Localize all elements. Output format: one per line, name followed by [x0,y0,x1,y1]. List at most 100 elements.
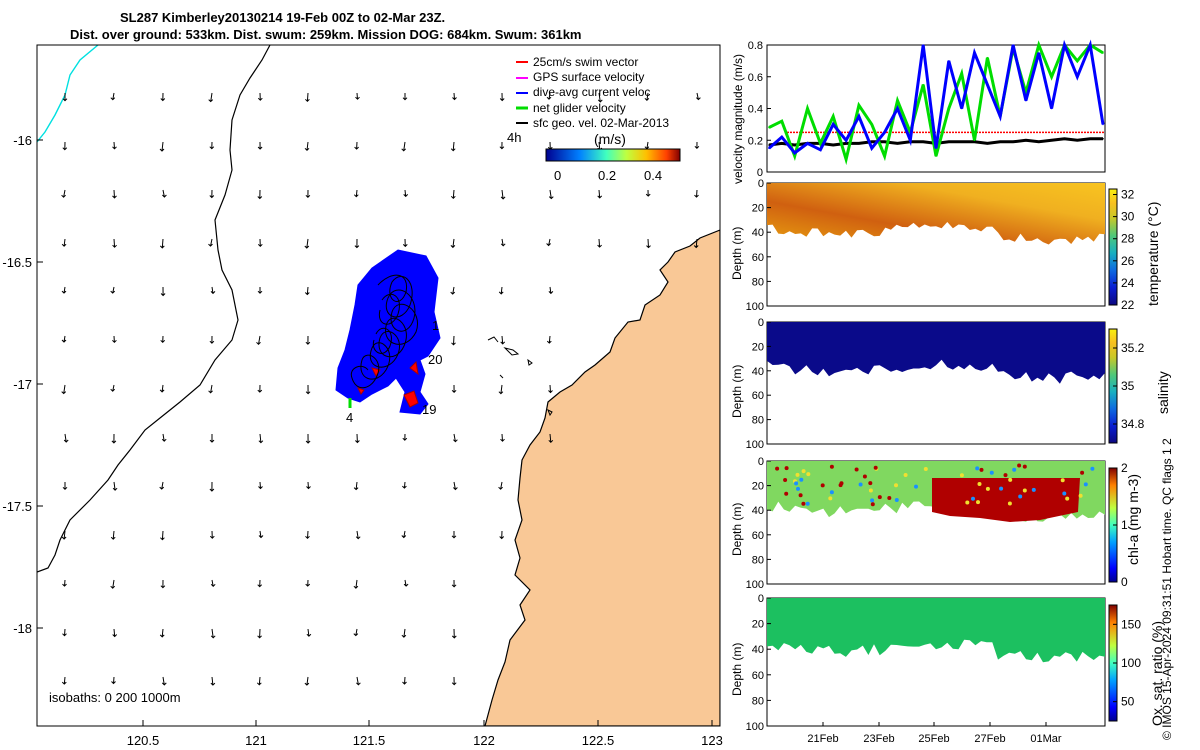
legend-label: GPS surface velocity [533,70,644,84]
velocity-point [1012,44,1014,46]
sfc-velocity-arrow [451,676,457,686]
track-label-19: 19 [422,402,436,417]
sfc-velocity-arrow [498,286,504,295]
sfc-velocity-arrow [304,286,310,296]
chla-dot [1090,466,1095,471]
velocity-y-tick-label: 0.6 [748,72,763,84]
chla-dot [868,488,873,493]
salinity-panel: 0 20 40 60 80 100 34.8 35 35.2 Depth (m) salini… [730,317,1171,451]
sfc-velocity-arrow [450,189,456,200]
velocity-point [909,139,912,142]
sfc-velocity-arrow [356,676,361,686]
sfc-velocity-arrow [548,189,554,200]
temperature-colorbar-tick-label: 24 [1121,276,1135,290]
sfc-velocity-arrow [401,141,407,152]
legend-item-dive-avg: dive-avg current veloc [516,85,650,99]
chla-colorbar-tick-label: 1 [1121,518,1128,532]
chla-dot [1078,493,1083,498]
legend-label: 25cm/s swim vector [533,55,638,69]
sfc-velocity-arrow [62,141,68,151]
sfc-velocity-arrow [257,628,262,639]
sfc-velocity-arrow [61,238,67,247]
velocity-point [922,44,924,46]
sfc-velocity-arrow [451,335,456,346]
sfc-geo-velocity-arrows [61,92,701,686]
temperature-panel: 0 20 40 60 80 100 22 24 26 28 30 32 Depth (m) temp… [730,178,1161,313]
chart-title-line1: SL287 Kimberley20130214 19-Feb 00Z to 02… [120,10,446,25]
chla-panel: 0 20 40 60 80 100 0 1 2 Depth (m) chl-a (mg m-3… [730,456,1141,591]
chla-dot [829,464,834,469]
chla-dot [1022,464,1027,469]
chla-dot [798,493,803,498]
chla-dot [923,467,928,471]
oxygen-depth-tick-label: 0 [758,593,764,605]
chla-dot [805,501,810,506]
velocity-point [922,141,924,143]
oxygen-ylabel: Depth (m) [730,643,744,696]
chla-dot [1017,463,1022,468]
velocity-point [793,144,796,146]
velocity-point [832,144,834,146]
chla-dot [801,501,806,506]
velocity-point [960,141,963,143]
temperature-ylabel: Depth (m) [730,227,744,280]
sfc-velocity-arrow [257,579,263,588]
oxygen-depth-ticks: 0 20 40 60 80 100 [746,593,771,733]
sfc-velocity-arrow [210,286,216,295]
sfc-velocity-arrow [450,286,456,295]
sfc-velocity-arrow [451,579,457,588]
map-x-tick-label: 123 [701,733,723,748]
velocity-point [1076,60,1079,62]
sfc-velocity-arrow [208,238,213,247]
chla-depth-tick-label: 100 [746,579,764,591]
chla-dot [894,483,898,488]
chla-dot [959,473,964,478]
velocity-point [1025,139,1027,142]
sfc-velocity-arrow [111,676,116,685]
chla-dot [1008,477,1013,482]
sfc-velocity-arrow [401,530,407,539]
chla-clabel: chl-a (mg m-3) [1125,474,1141,565]
chla-dot [976,500,980,505]
velocity-point [858,104,860,107]
sfc-velocity-arrow [546,238,551,247]
sfc-velocity-arrow [61,530,67,540]
temperature-depth-tick-label: 0 [758,178,764,190]
velocity-point [896,142,899,145]
sfc-velocity-arrow [305,433,311,444]
velocity-point [768,144,770,146]
sfc-velocity-arrow [257,92,263,101]
chla-dot [1043,479,1048,484]
chla-dot [965,500,970,505]
velocity-point [1038,44,1040,46]
sfc-velocity-arrow [160,579,166,589]
chla-dot [870,502,875,507]
colorbar-tick: 0.2 [598,168,616,183]
sfc-velocity-arrow [355,433,360,444]
chla-dot [829,490,834,495]
sfc-velocity-arrow [110,384,116,392]
temperature-depth-tick-label: 20 [752,203,764,215]
sfc-velocity-arrow [500,335,506,345]
chla-high-patch [932,478,1080,522]
chla-dot [1083,482,1088,487]
oxygen-section [767,598,1105,663]
velocity-point [1050,107,1053,110]
salinity-depth-tick-label: 80 [752,415,764,427]
chla-dot [868,481,873,486]
velocity-y-tick-label: 0.2 [748,135,763,147]
sfc-velocity-arrow [159,384,165,393]
salinity-colorbar-tick-label: 34.8 [1121,417,1145,431]
sfc-velocity-arrow [546,92,552,100]
sfc-velocity-arrow [353,628,359,637]
velocity-point [845,142,847,145]
chla-dot [1065,496,1070,501]
oxygen-depth-tick-label: 100 [746,721,764,733]
sfc-velocity-arrow [110,286,116,294]
sfc-velocity-arrow [61,335,67,343]
sfc-velocity-arrow [500,189,506,200]
sfc-velocity-arrow [112,141,117,150]
temperature-colorbar-tick-label: 32 [1121,188,1135,202]
velocity-point [935,155,937,157]
sfc-velocity-arrow [353,579,359,589]
